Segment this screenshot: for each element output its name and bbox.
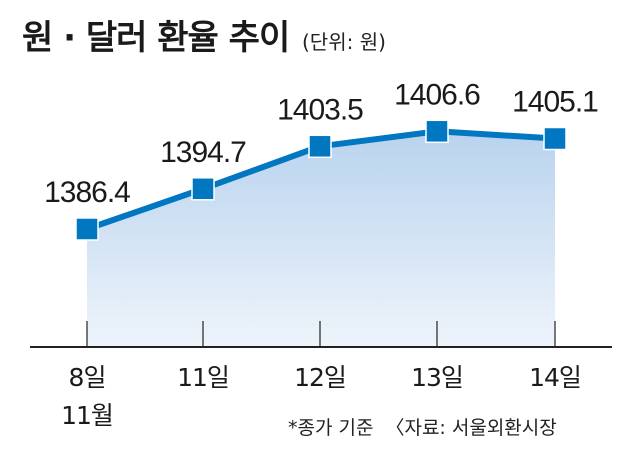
- data-label: 1405.1: [512, 86, 598, 119]
- data-point-marker: [75, 217, 99, 241]
- source-note: 〈자료: 서울외환시장: [385, 417, 557, 439]
- x-tick-sublabel: 11월: [61, 401, 113, 430]
- data-label: 1403.5: [277, 93, 363, 126]
- data-label: 1406.6: [394, 78, 480, 111]
- data-label: 1386.4: [44, 176, 130, 209]
- data-point-marker: [308, 134, 332, 159]
- footer: *종가 기준 〈자료: 서울외환시장: [288, 413, 569, 440]
- unit-label: (단위: 원): [302, 30, 386, 54]
- x-tick-label: 12일: [294, 363, 346, 392]
- x-tick-label: 14일: [529, 363, 581, 392]
- data-point-marker: [425, 119, 449, 144]
- chart-title: 원 · 달러 환율 추이: [22, 18, 290, 58]
- data-point-marker: [191, 177, 215, 201]
- data-label: 1394.7: [160, 136, 246, 169]
- data-point-marker: [543, 126, 567, 151]
- x-tick-label: 8일: [69, 363, 106, 392]
- footnote-basis: *종가 기준: [288, 417, 374, 439]
- x-tick-label: 13일: [411, 363, 463, 392]
- x-tick-label: 11일: [177, 363, 229, 392]
- series-area: [87, 131, 555, 347]
